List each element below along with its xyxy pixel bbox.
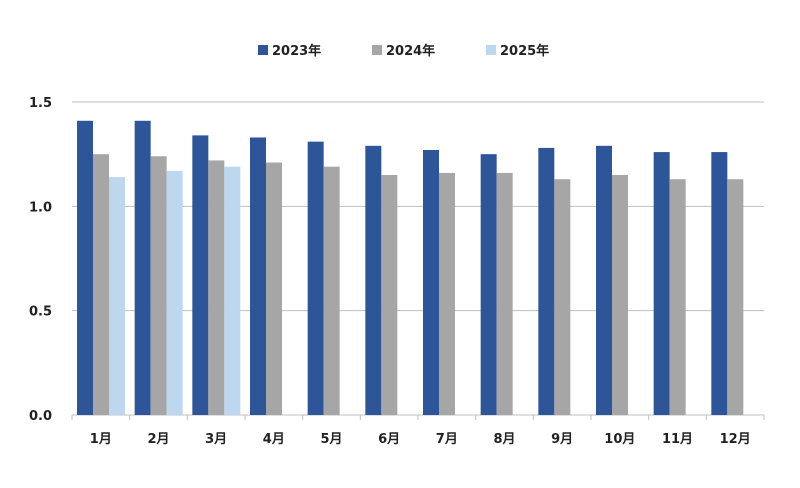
gridlines — [72, 101, 764, 312]
bar-2023年-1月 — [77, 120, 93, 415]
x-tick-label: 12月 — [720, 432, 751, 447]
bar-2024年-2月 — [150, 156, 167, 415]
x-tick-label: 4月 — [263, 432, 285, 447]
bar-2024年-8月 — [496, 172, 513, 415]
bar-2023年-9月 — [538, 147, 555, 415]
bar-2024年-11月 — [669, 179, 686, 415]
bar-2023年-2月 — [134, 120, 151, 415]
bar-2023年-6月 — [365, 145, 382, 415]
bar-2024年-6月 — [381, 175, 398, 415]
legend-swatch — [486, 45, 496, 55]
bar-2024年-9月 — [554, 179, 571, 415]
legend-label: 2024年 — [386, 43, 435, 59]
x-tick-label: 8月 — [493, 432, 515, 447]
legend: 2023年 2024年 2025年 — [258, 43, 549, 59]
bar-2024年-3月 — [208, 160, 225, 415]
bar-2024年-7月 — [439, 172, 455, 415]
bar-2025年-1月 — [109, 177, 125, 415]
y-tick-labels: 0.0 0.5 1.0 1.5 — [29, 96, 52, 424]
x-tick-label: 7月 — [436, 432, 458, 447]
bar-2023年-4月 — [250, 137, 266, 415]
x-tick-labels: 1月 2月 3月 4月 5月 6月 7月 8月 9月 10月 11月 12月 — [90, 432, 751, 447]
bar-2025年-2月 — [166, 170, 183, 415]
bar-2024年-1月 — [93, 154, 109, 415]
x-tick-label: 2月 — [147, 432, 169, 447]
x-tick-label: 11月 — [662, 432, 693, 447]
bar-2024年-5月 — [323, 166, 340, 415]
bar-2023年-12月 — [711, 152, 728, 415]
y-tick-label: 1.0 — [29, 200, 52, 215]
bar-2024年-10月 — [612, 175, 628, 415]
bar-2023年-5月 — [307, 141, 324, 415]
bar-2024年-12月 — [727, 179, 744, 415]
y-tick-label: 0.0 — [29, 409, 52, 424]
legend-swatch — [258, 45, 268, 55]
bar-2024年-4月 — [266, 162, 282, 415]
legend-label: 2023年 — [272, 43, 321, 59]
legend-label: 2025年 — [500, 43, 549, 59]
x-tick-label: 1月 — [90, 432, 112, 447]
y-tick-label: 0.5 — [29, 305, 52, 320]
x-tick-label: 5月 — [320, 432, 342, 447]
bar-2023年-7月 — [423, 149, 439, 415]
x-tick-label: 3月 — [205, 432, 227, 447]
x-tick-label: 9月 — [551, 432, 573, 447]
bar-2023年-11月 — [653, 152, 670, 415]
bar-2023年-3月 — [192, 135, 209, 416]
bars — [77, 120, 744, 416]
bar-2023年-10月 — [596, 145, 612, 415]
x-tick-label: 6月 — [378, 432, 400, 447]
legend-swatch — [372, 45, 382, 55]
bar-2023年-8月 — [480, 154, 497, 415]
y-tick-label: 1.5 — [29, 96, 52, 111]
axes — [71, 414, 765, 420]
x-tick-label: 10月 — [604, 432, 635, 447]
bar-2025年-3月 — [224, 166, 241, 415]
